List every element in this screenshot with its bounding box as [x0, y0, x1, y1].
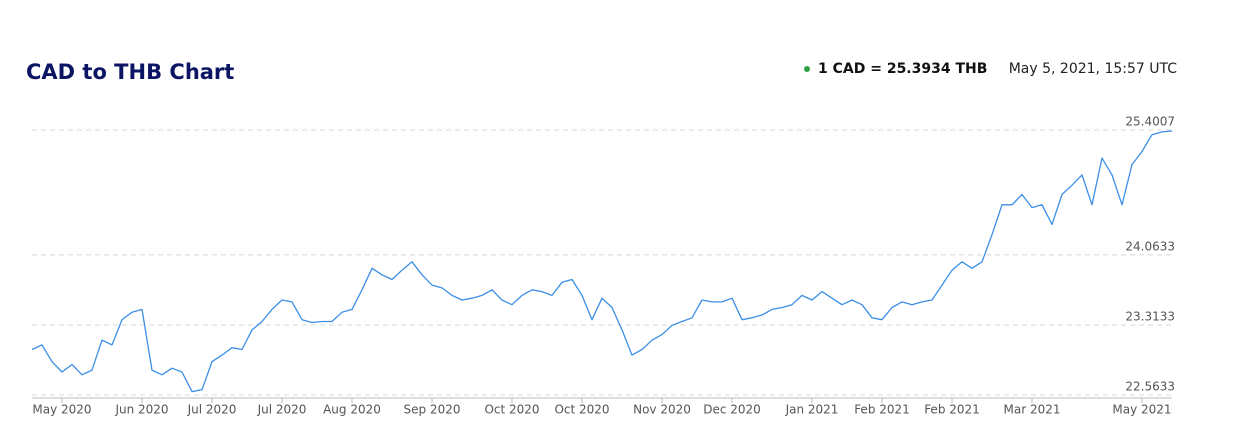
price-line — [31, 130, 1173, 393]
y-tick-label: 22.5633 — [1125, 380, 1175, 394]
x-tick-label: Jul 2020 — [257, 403, 307, 417]
x-tick-label: Aug 2020 — [323, 403, 381, 417]
x-tick-label: May 2020 — [32, 403, 91, 417]
y-tick-label: 25.4007 — [1125, 115, 1175, 129]
y-tick-label: 24.0633 — [1125, 239, 1175, 253]
rate: 1 CAD = 25.3934 THB — [818, 61, 987, 77]
x-tick-label: Jan 2021 — [785, 403, 839, 417]
x-tick-label: Nov 2020 — [633, 403, 691, 417]
chart-title: CAD to THB Chart — [26, 60, 234, 84]
x-tick-label: Oct 2020 — [484, 403, 539, 417]
x-tick-label: Sep 2020 — [404, 403, 461, 417]
status-dot — [804, 66, 810, 72]
x-tick-label: Jun 2020 — [114, 403, 168, 417]
x-tick-label: May 2021 — [1112, 403, 1171, 417]
x-tick-label: Feb 2021 — [924, 403, 980, 417]
timestamp: May 5, 2021, 15:57 UTC — [1009, 61, 1178, 77]
x-tick-label: Oct 2020 — [554, 403, 609, 417]
x-tick-label: Jul 2020 — [187, 403, 237, 417]
x-tick-label: Feb 2021 — [854, 403, 910, 417]
x-tick-label: Dec 2020 — [703, 403, 761, 417]
y-tick-label: 23.3133 — [1125, 309, 1175, 323]
x-tick-label: Mar 2021 — [1004, 403, 1061, 417]
